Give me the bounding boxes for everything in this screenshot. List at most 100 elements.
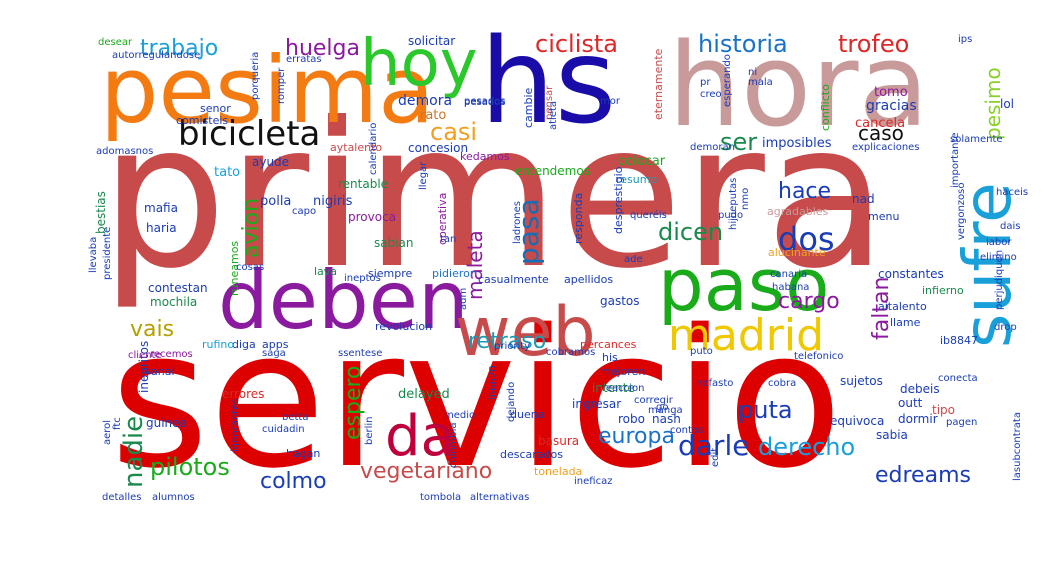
- word-siempre: siempre: [368, 267, 413, 280]
- word-nmo: nmo: [740, 188, 751, 210]
- word-delayed: delayed: [398, 387, 450, 402]
- word-contos: contos: [670, 425, 703, 436]
- word-pasa: pasa: [512, 198, 545, 265]
- word-pr: pr: [700, 77, 711, 88]
- word-nefasto: nefasto: [696, 378, 733, 389]
- word-bestias: bestias: [94, 191, 108, 234]
- word-ftc: ftc: [112, 417, 123, 430]
- word-adomasnos: adomasnos: [96, 146, 153, 157]
- word-guinea: guinea: [146, 416, 187, 430]
- word-explicaciones: explicaciones: [852, 142, 920, 153]
- word-dos: dos: [778, 220, 835, 258]
- word-basura: basura: [538, 434, 579, 448]
- word-menu: menu: [868, 210, 899, 223]
- word-cobramos: cobramos: [546, 347, 595, 358]
- word-nash: nash: [652, 412, 681, 426]
- word-imposibles: imposibles: [762, 136, 832, 151]
- word-duena: duena: [510, 408, 544, 421]
- word-desprestigio: desprestigio: [612, 166, 625, 234]
- word-romper: romper: [276, 67, 287, 104]
- word-esperando: esperando: [722, 54, 733, 107]
- word-lasubcontrata: lasubcontrata: [1012, 412, 1023, 481]
- word-cambie: cambie: [522, 87, 535, 128]
- word-mejoren: mejoren: [600, 365, 645, 378]
- word-ib6620: ib6620: [488, 365, 499, 400]
- word-ingresar: ingresar: [572, 397, 621, 411]
- word-colocar: colocar: [618, 154, 666, 169]
- word-comisteis: comisteis: [176, 114, 228, 127]
- word-trabajo: trabajo: [140, 36, 218, 61]
- word-llame: llame: [890, 316, 921, 329]
- word-pagen: pagen: [946, 417, 977, 428]
- word-go: go: [656, 402, 668, 413]
- word-ineptitos: ineptitos: [137, 341, 151, 393]
- word-polla: polla: [260, 194, 291, 209]
- word-outt: outt: [898, 396, 923, 410]
- word-erratas: erratas: [286, 54, 322, 65]
- word-hace: hace: [778, 179, 831, 204]
- word-da: da: [385, 404, 455, 469]
- word-trofeo: trofeo: [838, 30, 909, 58]
- word-tan: tan: [440, 234, 456, 245]
- word-eternamente: eternamente: [652, 48, 665, 120]
- word-llegar: llegar: [418, 161, 429, 190]
- word-runeamos: runeamos: [228, 241, 241, 296]
- word-ayude: ayude: [252, 155, 289, 169]
- word-vergonzoso: vergonzoso: [956, 182, 967, 240]
- word-bicicleta: bicicleta: [178, 114, 320, 154]
- word-saga: saga: [262, 348, 286, 359]
- word-retraso: retraso: [468, 329, 546, 354]
- word-betta: betta: [282, 412, 308, 423]
- word-dicen: dicen: [658, 218, 723, 246]
- word-pesimo: pesimo: [981, 67, 1005, 140]
- word-edit: edit: [710, 448, 721, 467]
- word-tomo: tomo: [874, 85, 908, 100]
- word-reaccion: reaccion: [602, 383, 644, 394]
- word-quereis: queréis: [630, 209, 667, 221]
- word-dejando: dejando: [506, 382, 517, 422]
- word-llevaba: llevaba: [88, 237, 99, 273]
- word-sabian: sabian: [374, 236, 414, 250]
- word-pidieron: pidieron: [432, 267, 477, 280]
- word-web: web: [455, 293, 596, 372]
- word-hora: hora: [668, 19, 929, 153]
- word-primera: primera: [100, 80, 887, 313]
- word-tonelada: tonelada: [534, 465, 582, 478]
- word-perjudiquen: perjudiquen: [994, 250, 1005, 310]
- word-descarados: descarados: [500, 448, 563, 461]
- word-labor: labor: [986, 237, 1012, 248]
- word-casi: casi: [430, 118, 477, 146]
- word-nigiris: nigiris: [313, 194, 353, 209]
- word-concesion: concesion: [408, 141, 468, 155]
- word-tipo: tipo: [932, 403, 955, 417]
- word-nadie: nadie: [119, 416, 149, 488]
- word-faltan: faltan: [869, 277, 894, 340]
- word-tombola: tombola: [420, 492, 461, 503]
- word-avion: avion: [239, 198, 264, 258]
- word-vegetariano: vegetariano: [360, 459, 492, 484]
- word-alternativas: alternativas: [470, 492, 529, 503]
- word-berlin: berlin: [364, 416, 375, 445]
- word-ignorantes: ignorantes: [230, 399, 241, 452]
- word-pesados: pesados: [464, 96, 506, 107]
- word-alucinante: alucinante: [768, 246, 826, 259]
- word-historia: historia: [698, 30, 788, 58]
- word-demoran: demoran: [690, 142, 735, 153]
- word-ssentese: ssentese: [338, 348, 382, 359]
- word-intente: intente: [592, 381, 635, 395]
- word-pensar: pensar: [544, 85, 555, 120]
- word-hoy: hoy: [360, 27, 478, 101]
- word-provoca: provoca: [348, 210, 396, 224]
- word-lol: lol: [1000, 97, 1014, 111]
- word-puto: puto: [690, 346, 713, 357]
- word-pudo: pudo: [718, 210, 743, 221]
- word-hs: hs: [480, 12, 616, 150]
- word-ib8847: ib8847: [940, 334, 978, 347]
- word-ni: ni: [748, 67, 757, 78]
- word-ineptos: ineptos: [344, 273, 381, 284]
- word-capo: capo: [292, 206, 316, 217]
- word-ladrones: ladrones: [512, 201, 523, 244]
- word-hagan: hagan: [286, 447, 320, 460]
- word-desear: desear: [98, 37, 133, 48]
- word-casualmente: casualmente: [478, 273, 549, 286]
